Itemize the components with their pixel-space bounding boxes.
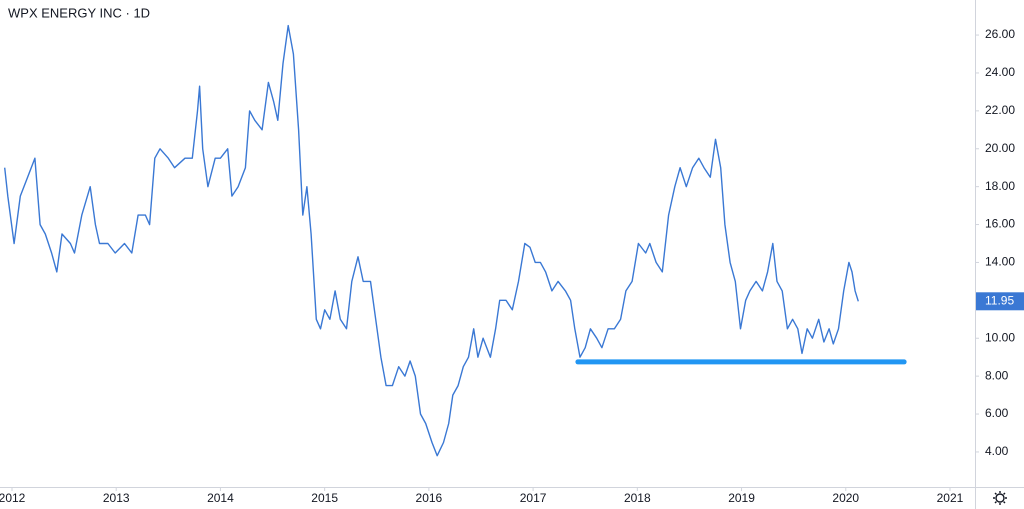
y-tick-label: 6.00 (985, 406, 1009, 420)
x-tick-label: 2015 (311, 491, 338, 505)
y-tick-label: 18.00 (985, 179, 1015, 193)
y-tick-label: 8.00 (985, 368, 1009, 382)
price-line (4, 24, 859, 457)
x-tick-label: 2016 (416, 491, 443, 505)
x-tick-label: 2014 (207, 491, 234, 505)
x-tick-label: 2020 (832, 491, 859, 505)
settings-icon[interactable] (993, 491, 1007, 505)
x-tick-label: 2012 (0, 491, 26, 505)
y-tick-label: 4.00 (985, 444, 1009, 458)
last-value-box (976, 292, 1024, 311)
x-tick-label: 2019 (728, 491, 755, 505)
x-tick-label: 2013 (103, 491, 130, 505)
y-tick-label: 10.00 (985, 330, 1015, 344)
y-tick-label: 24.00 (985, 65, 1015, 79)
y-tick-label: 22.00 (985, 103, 1015, 117)
y-tick-label: 26.00 (985, 27, 1015, 41)
x-tick-label: 2018 (624, 491, 651, 505)
y-tick-label: 16.00 (985, 217, 1015, 231)
x-tick-label: 2021 (937, 491, 964, 505)
chart-title: WPX ENERGY INC · 1D (8, 5, 150, 20)
last-value-label: 11.95 (985, 293, 1014, 307)
y-tick-label: 20.00 (985, 141, 1015, 155)
y-tick-label: 14.00 (985, 255, 1015, 269)
x-tick-label: 2017 (520, 491, 547, 505)
